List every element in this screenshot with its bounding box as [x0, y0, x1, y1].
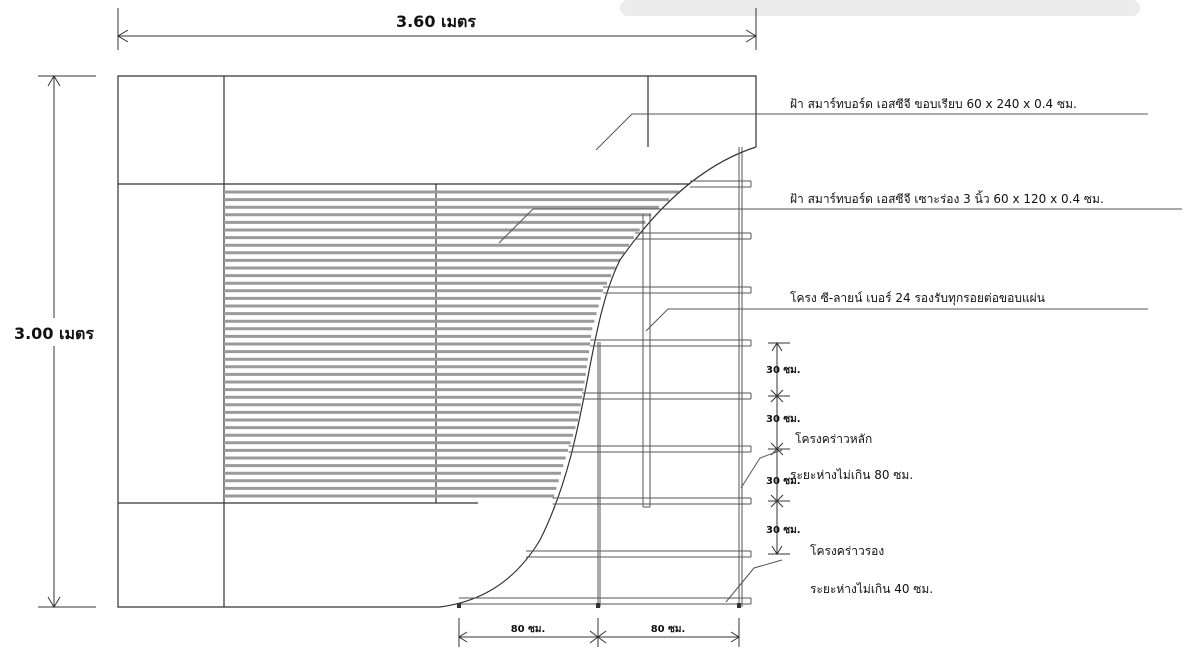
- spacing-30-label: 30 ซม.: [766, 476, 801, 487]
- height-label: 3.00 เมตร: [14, 324, 94, 343]
- spacing-30-label: 30 ซม.: [766, 365, 801, 376]
- spacing-30-label: 30 ซม.: [766, 414, 801, 425]
- frame-grid: [457, 147, 752, 608]
- top-bar: [620, 0, 1140, 16]
- callout-ceiling-plain: ฝ้า สมาร์ทบอร์ด เอสซีจี ขอบเรียบ 60 x 24…: [790, 97, 1077, 111]
- spacing-80-label: 80 ซม.: [651, 624, 686, 635]
- callout-c-line-frame: โครง ซี-ลายน์ เบอร์ 24 รองรับทุกรอยต่อขอ…: [790, 291, 1045, 306]
- runner-end: [737, 603, 741, 608]
- runner-end: [596, 603, 600, 608]
- dim-arrow: [771, 342, 783, 352]
- width-dimension: [117, 8, 757, 50]
- leader-lines: [498, 113, 1182, 603]
- dim-arrow: [771, 545, 783, 555]
- grooved-panel-slats: [224, 190, 680, 498]
- spacing-80-dimension: [458, 618, 740, 647]
- callout-cross-runner: โครงคร่าวรอง: [810, 544, 884, 558]
- runner-end: [457, 603, 461, 608]
- dim-cross: [770, 494, 784, 508]
- callout-cross-runner-spacing: ระยะห่างไม่เกิน 40 ซม.: [810, 582, 933, 596]
- callout-main-runner: โครงคร่าวหลัก: [795, 432, 872, 446]
- spacing-30-label: 30 ซม.: [766, 525, 801, 536]
- callout-main-runner-spacing: ระยะห่างไม่เกิน 80 ซม.: [790, 468, 913, 482]
- width-label: 3.60 เมตร: [396, 12, 476, 31]
- callout-ceiling-grooved: ฝ้า สมาร์ทบอร์ด เอสซีจี เซาะร่อง 3 นิ้ว …: [790, 190, 1104, 206]
- dim-cross: [770, 389, 784, 403]
- spacing-80-label: 80 ซม.: [511, 624, 546, 635]
- panel-grid: [117, 75, 757, 608]
- height-dimension: [0, 75, 108, 608]
- spacing-30-dimension: [768, 342, 790, 555]
- cutaway-curve: [439, 146, 757, 608]
